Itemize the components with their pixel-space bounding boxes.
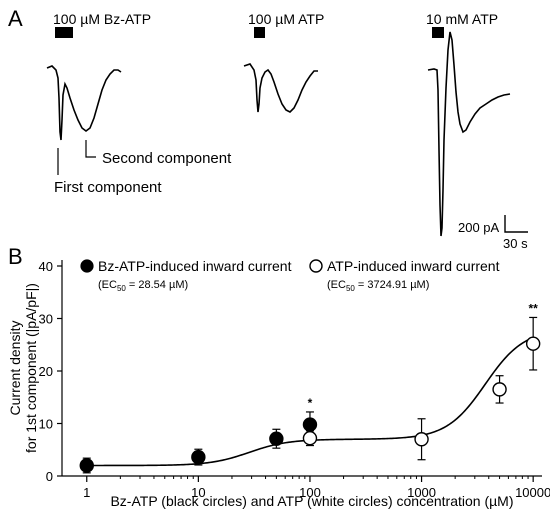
y-ticks: 0 10 20 30 40	[39, 259, 62, 484]
legend-filled-marker	[80, 259, 94, 273]
scale-current-label: 200 pA	[458, 220, 500, 235]
x-tick-label: 10000	[515, 485, 550, 500]
atp10m-stimulus-bar	[432, 27, 444, 38]
bz-atp-point	[302, 417, 318, 432]
atp10m-stimulus-label: 10 mM ATP	[426, 11, 498, 27]
atp-point	[525, 336, 541, 351]
x-tick-label: 1	[83, 485, 90, 500]
legend-open-marker	[309, 259, 323, 273]
data-points	[79, 336, 541, 473]
panel-b-label: B	[8, 244, 23, 269]
legend-atp-ec50: (EC50 = 3724.91 µM)	[327, 279, 429, 293]
first-component-label: First component	[54, 179, 162, 196]
y-tick-label: 0	[46, 469, 53, 484]
y-axis-title-line1: Current density	[7, 321, 23, 416]
significance-marker: **	[528, 301, 538, 315]
legend-bz-ec50: (EC50 = 28.54 µM)	[98, 279, 188, 293]
x-ticks: 1 10 100 1000 10000	[83, 476, 550, 500]
second-component-bracket	[85, 140, 96, 158]
x-tick-label: 100	[299, 485, 321, 500]
y-axis-title-line2: for 1st component (|pA/pF|)	[23, 283, 39, 453]
scale-time-label: 30 s	[503, 236, 528, 251]
x-tick-label: 10	[191, 485, 205, 500]
atp10m-current-trace	[427, 31, 511, 237]
bz-atp-point	[79, 458, 94, 473]
x-axis-title: Bz-ATP (black circles) and ATP (white ci…	[110, 493, 513, 509]
significance-marker: *	[308, 396, 313, 410]
bz-stimulus-label: 100 µM Bz-ATP	[53, 11, 151, 27]
atp100-stimulus-bar	[254, 27, 265, 38]
bz-atp-point	[191, 449, 206, 465]
y-tick-label: 20	[39, 364, 53, 379]
atp-point	[302, 431, 318, 446]
significance-annotations: ***	[308, 301, 539, 410]
x-tick-label: 1000	[407, 485, 436, 500]
scale-bar	[504, 215, 528, 233]
atp100-stimulus-label: 100 µM ATP	[248, 11, 324, 27]
y-tick-label: 30	[39, 312, 53, 327]
panel-a-label: A	[8, 6, 23, 31]
bz-current-trace	[46, 65, 122, 141]
second-component-label: Second component	[102, 150, 232, 167]
atp100-current-trace	[243, 63, 318, 113]
bz-atp-point	[269, 431, 284, 446]
y-tick-label: 10	[39, 417, 53, 432]
legend-bz-label: Bz-ATP-induced inward current	[98, 258, 292, 274]
y-tick-label: 40	[39, 259, 53, 274]
atp-point	[492, 382, 507, 397]
bz-stimulus-bar	[55, 27, 73, 38]
legend-atp-label: ATP-induced inward current	[327, 258, 500, 274]
atp-point	[414, 432, 429, 447]
